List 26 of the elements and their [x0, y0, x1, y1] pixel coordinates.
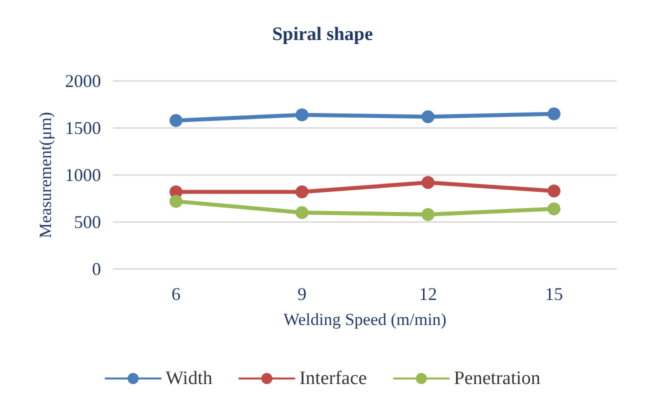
point: [548, 107, 560, 120]
x-tick-label: 6: [172, 284, 180, 304]
point: [296, 108, 308, 122]
legend-label: Width: [166, 368, 213, 389]
x-axis-title: Welding Speed (m/min): [284, 310, 446, 329]
x-tick-label: 9: [298, 284, 306, 304]
y-tick-label: 1500: [65, 118, 101, 138]
chart-title: Spiral shape: [272, 24, 373, 45]
point: [548, 202, 560, 216]
y-tick-label: 1000: [65, 165, 101, 185]
y-tick-label: 0: [92, 259, 101, 279]
point: [170, 114, 182, 127]
x-tick-label: 12: [419, 284, 437, 304]
y-axis-title: Measurement(μm): [36, 112, 56, 238]
point: [296, 206, 308, 220]
y-tick-label: 2000: [65, 71, 101, 91]
point: [422, 208, 434, 221]
point: [548, 184, 560, 198]
point: [422, 176, 434, 190]
point: [170, 194, 182, 208]
legend-label: Interface: [299, 368, 367, 389]
x-tick-label: 15: [545, 284, 563, 304]
y-tick-label: 500: [74, 212, 101, 232]
point: [422, 110, 434, 124]
point: [296, 185, 308, 198]
legend-label: Penetration: [454, 368, 541, 389]
